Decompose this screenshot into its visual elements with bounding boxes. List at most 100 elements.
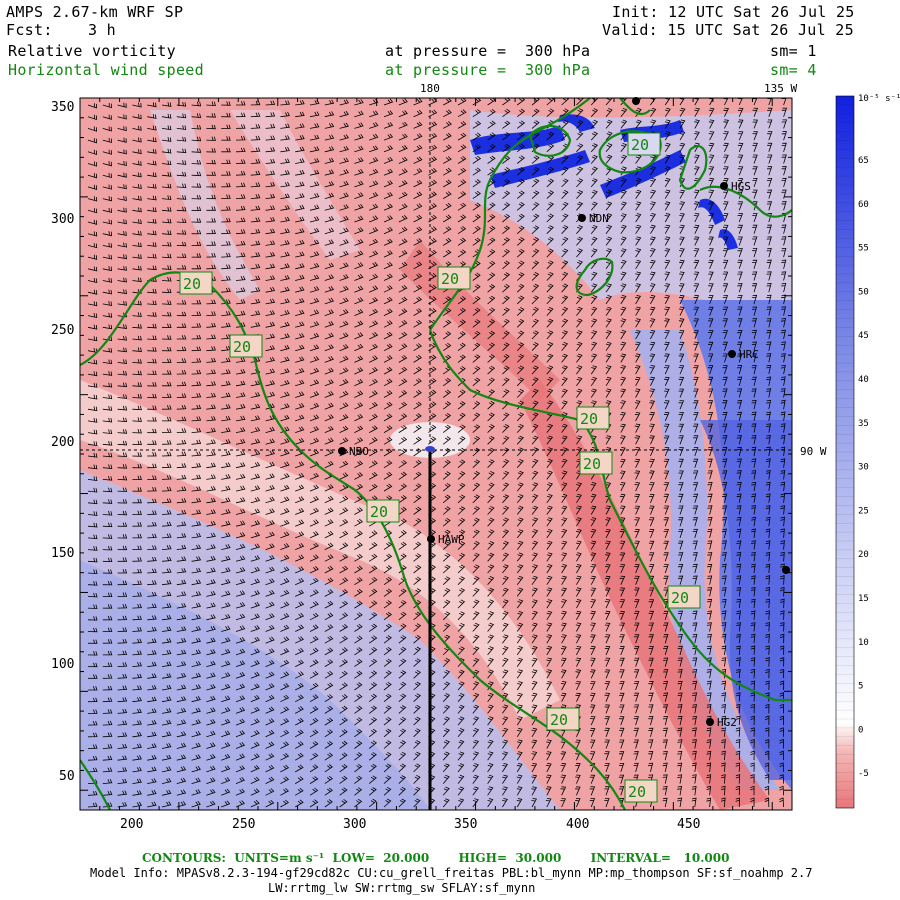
wind-barb	[383, 296, 393, 305]
wind-barb	[472, 412, 481, 422]
wind-barb	[309, 624, 319, 632]
wind-barb	[102, 464, 113, 469]
wind-barb	[736, 388, 743, 398]
wind-barb	[221, 695, 231, 703]
wind-barb	[309, 636, 319, 644]
wind-barb	[779, 692, 784, 702]
wind-barb	[707, 330, 714, 340]
wind-barb	[531, 482, 539, 492]
wind-barb	[250, 613, 260, 621]
wind-barb	[764, 715, 770, 726]
wind-barb	[309, 402, 320, 410]
wind-barb	[87, 592, 98, 598]
wind-barb	[648, 646, 654, 656]
wind-barb	[487, 342, 496, 352]
wind-barb	[442, 763, 450, 773]
wind-barb	[472, 798, 479, 808]
wind-barb	[295, 437, 305, 445]
wind-barb	[692, 505, 699, 515]
wind-barb	[691, 750, 697, 761]
wind-barb	[250, 508, 261, 515]
wind-barb	[649, 411, 656, 422]
wind-barb	[191, 416, 202, 422]
wind-barb	[737, 236, 743, 246]
wind-barb	[590, 318, 598, 328]
wind-barb	[368, 600, 378, 609]
wind-barb	[516, 517, 524, 527]
wind-barb	[752, 119, 758, 129]
wind-barb	[457, 249, 467, 258]
wind-barb	[620, 201, 627, 211]
wind-barb	[590, 189, 598, 199]
wind-barb	[546, 400, 554, 410]
wind-barb	[605, 131, 613, 141]
wind-barb	[737, 306, 743, 316]
wind-barb	[546, 762, 552, 773]
wind-barb	[413, 401, 422, 410]
wind-barb	[546, 166, 555, 176]
wind-barb	[442, 588, 451, 597]
wind-barb	[191, 649, 202, 656]
wind-barb	[620, 178, 627, 188]
wind-barb	[235, 240, 246, 246]
wind-barb	[132, 405, 142, 411]
wind-barb	[280, 531, 290, 539]
wind-barb	[398, 168, 408, 176]
wind-barb	[354, 437, 364, 445]
wind-barb	[472, 728, 480, 738]
wind-barb	[398, 763, 407, 773]
wind-barb	[678, 376, 685, 386]
wind-barb	[546, 470, 553, 480]
wind-barb	[354, 775, 363, 784]
wind-barb	[176, 801, 187, 808]
wind-barb	[235, 380, 246, 387]
wind-barb	[206, 765, 216, 773]
wind-barb	[339, 495, 349, 504]
wind-barb	[147, 335, 157, 341]
wind-barb	[546, 575, 553, 585]
colorbar-tick-label: 5	[858, 682, 863, 692]
wind-barb	[457, 634, 465, 644]
contour-label: 20	[546, 707, 580, 731]
station-nbo: NBO	[338, 445, 369, 458]
wind-barb	[250, 438, 261, 445]
wind-barb	[721, 727, 726, 737]
wind-barb	[339, 402, 349, 410]
wind-barb	[531, 190, 540, 199]
wind-barb	[117, 405, 128, 411]
wind-barb	[502, 167, 511, 176]
wind-barb	[442, 541, 451, 550]
wind-barb	[339, 577, 349, 586]
wind-barb	[677, 657, 683, 667]
wind-barb	[295, 111, 305, 118]
wind-barb	[235, 252, 246, 258]
wind-barb	[295, 741, 304, 749]
wind-barb	[546, 377, 554, 387]
wind-barb	[354, 390, 364, 398]
wind-barb	[620, 341, 627, 351]
wind-barb	[648, 669, 654, 679]
wind-barb	[649, 365, 656, 375]
wind-barb	[221, 147, 231, 153]
wind-barb	[102, 347, 113, 353]
wind-barb	[428, 284, 437, 293]
wind-barb	[502, 342, 510, 351]
wind-barb	[117, 160, 127, 167]
wind-barb	[576, 143, 584, 153]
wind-barb	[280, 321, 290, 328]
wind-barb	[369, 460, 378, 469]
wind-barb	[221, 124, 231, 129]
x-tick-label: 400	[566, 817, 589, 832]
wind-barb	[721, 750, 726, 761]
wind-barb	[781, 119, 788, 129]
wind-barb	[735, 715, 741, 726]
wind-barb	[383, 588, 393, 597]
wind-barb	[735, 738, 741, 749]
wind-barb	[502, 669, 509, 679]
wind-barb	[339, 262, 349, 270]
wind-barb	[767, 142, 773, 152]
wind-barb	[531, 657, 538, 667]
wind-barb	[117, 755, 128, 761]
wind-barb	[561, 365, 568, 375]
